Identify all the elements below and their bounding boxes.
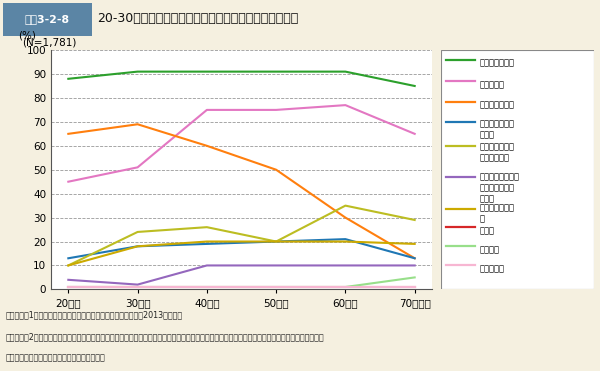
Text: インターネット: インターネット: [479, 100, 514, 109]
Text: パンフレット・
チラシ: パンフレット・ チラシ: [479, 119, 514, 139]
Text: 図表3-2-8: 図表3-2-8: [25, 14, 70, 24]
Text: 公共の場の掲示
物: 公共の場の掲示 物: [479, 203, 514, 223]
Text: 特にない: 特にない: [479, 245, 499, 254]
Text: (N=1,781): (N=1,781): [22, 38, 77, 48]
Text: その他: その他: [479, 226, 494, 235]
Text: 2．「あなたは、消費者として重要な情報を、どのような方法で提供してほしいと思いますか。この中からいくつでもあげてください。」: 2．「あなたは、消費者として重要な情報を、どのような方法で提供してほしいと思いま…: [6, 332, 325, 341]
Text: 20-30代は新聞・雑誌よりインターネットの割合が高い: 20-30代は新聞・雑誌よりインターネットの割合が高い: [97, 12, 298, 25]
Text: 自治体、町内会
などの広報誌: 自治体、町内会 などの広報誌: [479, 142, 514, 162]
Text: 研修会、講演会、
展示会、シンポ
ジウム: 研修会、講演会、 展示会、シンポ ジウム: [479, 172, 519, 203]
Text: （備考）　1．内閣府「消費者行政の推進に関する世論調査」（2013年度）。: （備考） 1．内閣府「消費者行政の推進に関する世論調査」（2013年度）。: [6, 310, 183, 319]
Text: との問に対する回答。（年代別）: との問に対する回答。（年代別）: [6, 353, 106, 362]
FancyBboxPatch shape: [441, 50, 594, 289]
Text: 新聞・雑誌: 新聞・雑誌: [479, 80, 504, 89]
FancyBboxPatch shape: [3, 3, 92, 36]
Text: テレビ・ラジオ: テレビ・ラジオ: [479, 59, 514, 68]
Text: (%): (%): [19, 30, 37, 40]
Text: わからない: わからない: [479, 264, 504, 273]
